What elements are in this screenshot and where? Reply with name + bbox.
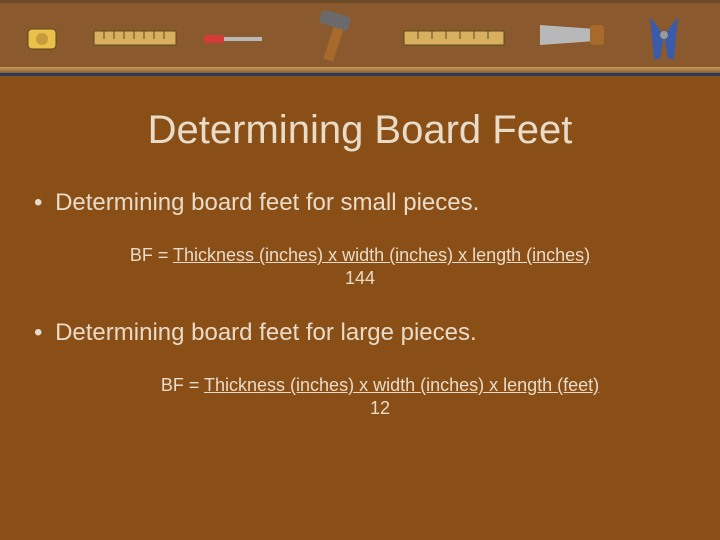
- tape-measure-icon: [20, 11, 70, 61]
- slide-content: Determining Board Feet Determining board…: [0, 76, 720, 540]
- screwdriver-icon: [200, 11, 270, 61]
- saw-icon: [530, 11, 610, 61]
- bullet-large-pieces: Determining board feet for large pieces.: [34, 319, 686, 347]
- bullet-small-pieces: Determining board feet for small pieces.: [34, 189, 686, 217]
- slide-title: Determining Board Feet: [34, 108, 686, 153]
- header-band: [0, 0, 720, 76]
- formula-large-numerator: Thickness (inches) x width (inches) x le…: [204, 375, 599, 395]
- ruler-icon: [90, 11, 180, 61]
- ruler-icon: [400, 11, 510, 61]
- formula-small-numerator-line: BF = Thickness (inches) x width (inches)…: [130, 245, 590, 266]
- formula-small-prefix: BF =: [130, 245, 173, 265]
- formula-large-prefix: BF =: [161, 375, 204, 395]
- formula-small: BF = Thickness (inches) x width (inches)…: [34, 245, 686, 289]
- header-accent: [0, 67, 720, 73]
- pliers-icon: [630, 11, 700, 71]
- formula-large-denominator: 12: [74, 398, 686, 419]
- formula-small-denominator: 144: [34, 268, 686, 289]
- slide: Determining Board Feet Determining board…: [0, 0, 720, 540]
- hammer-icon: [300, 11, 370, 71]
- formula-small-numerator: Thickness (inches) x width (inches) x le…: [173, 245, 590, 265]
- formula-large: BF = Thickness (inches) x width (inches)…: [74, 375, 686, 419]
- formula-large-numerator-line: BF = Thickness (inches) x width (inches)…: [161, 375, 599, 396]
